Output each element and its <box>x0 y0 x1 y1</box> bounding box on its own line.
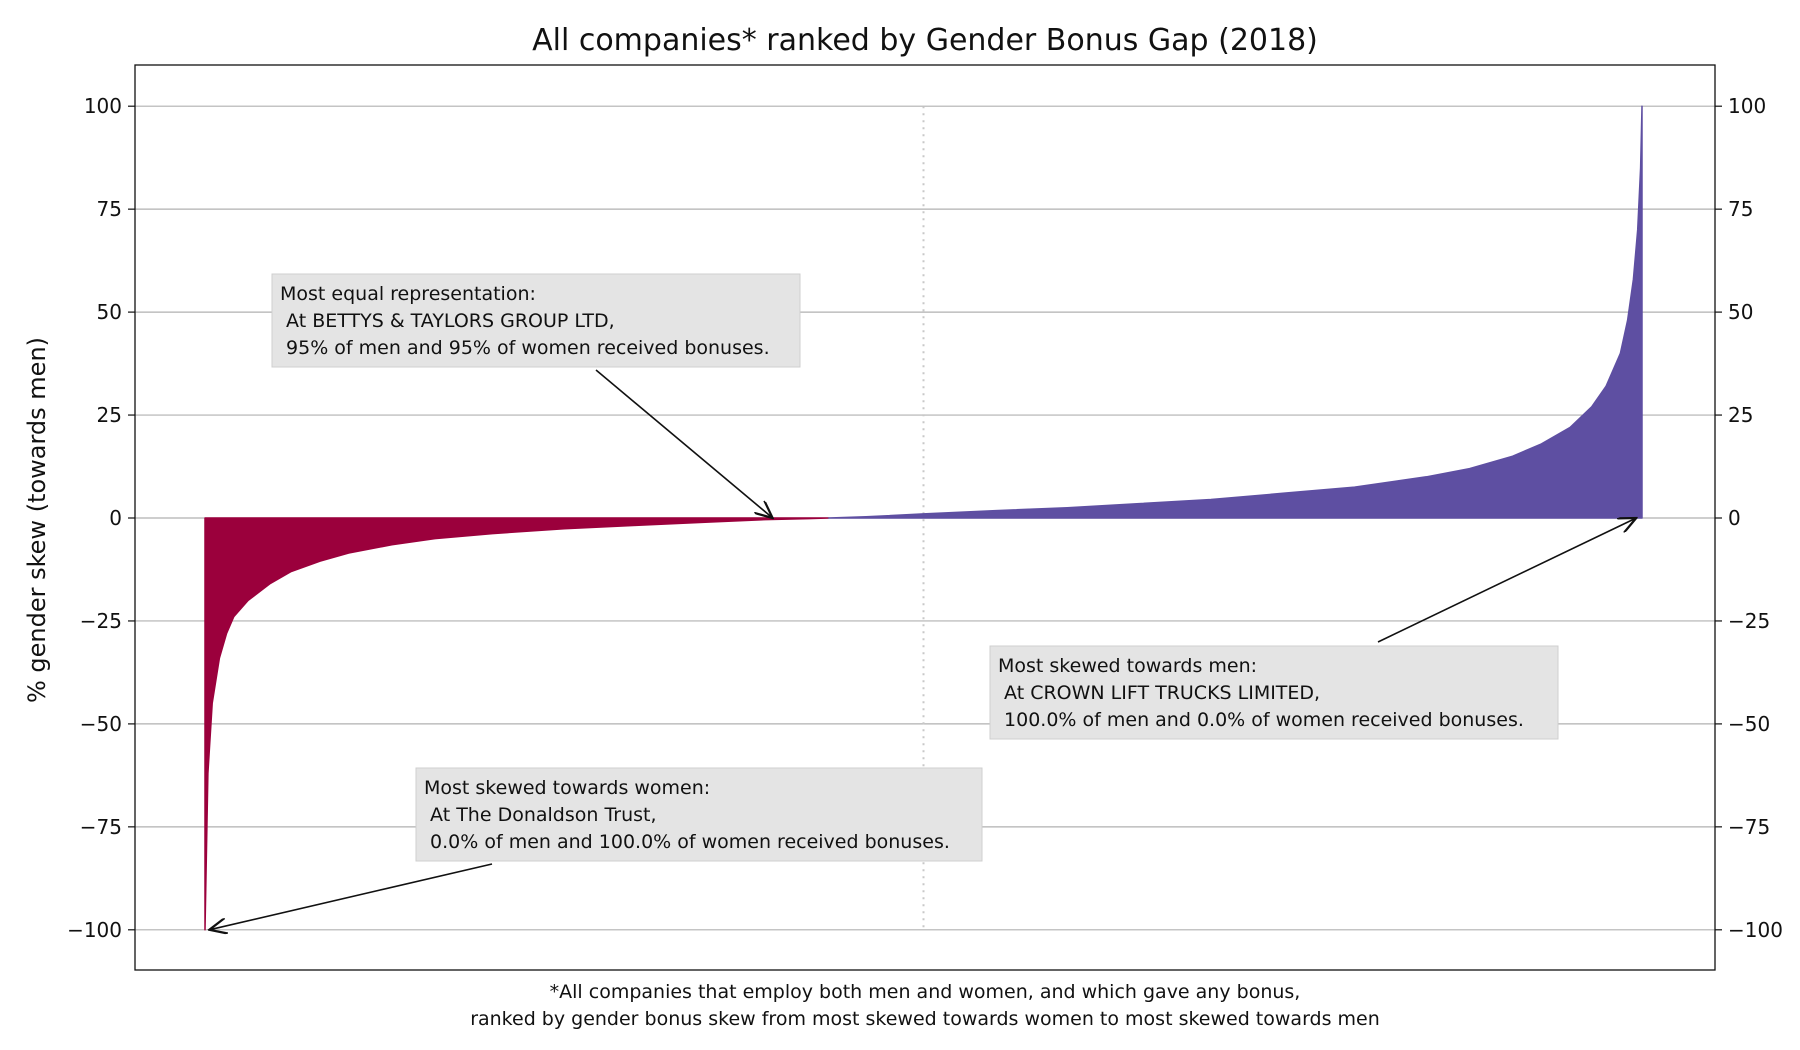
y-tick-label-left-5: −25 <box>80 609 122 633</box>
y-tick-label-left-8: −100 <box>67 918 122 942</box>
annotation-2-line-0: Most skewed towards women: <box>424 777 710 799</box>
y-axis-label: % gender skew (towards men) <box>23 337 51 703</box>
y-tick-label-left-4: 0 <box>109 506 122 530</box>
series-area-0 <box>204 517 830 931</box>
y-tick-label-right-5: −25 <box>1728 609 1770 633</box>
y-tick-label-right-3: 25 <box>1728 403 1753 427</box>
y-tick-label-left-0: 100 <box>84 94 122 118</box>
annotation-1-line-2: 100.0% of men and 0.0% of women received… <box>998 709 1524 731</box>
y-tick-label-right-8: −100 <box>1728 918 1783 942</box>
annotation-box-1 <box>989 645 1559 740</box>
y-tick-label-right-6: −50 <box>1728 712 1770 736</box>
chart-title: All companies* ranked by Gender Bonus Ga… <box>532 23 1318 58</box>
plot-area: 100 100 75 75 50 50 25 25 0 0 −25 −25 −50 −50 −75 −75 −1… <box>67 94 1783 942</box>
annotation-1-line-1: At CROWN LIFT TRUCKS LIMITED, <box>998 682 1320 704</box>
annotation-box-2 <box>415 767 983 862</box>
annotation-arrow-1 <box>1377 518 1636 643</box>
annotation-arrow-2 <box>209 863 493 930</box>
annotation-2-line-2: 0.0% of men and 100.0% of women received… <box>424 831 950 853</box>
y-tick-label-left-6: −50 <box>80 712 122 736</box>
y-tick-label-right-0: 100 <box>1728 94 1766 118</box>
annotation-2-line-1: At The Donaldson Trust, <box>424 804 657 826</box>
plot-frame <box>134 64 1716 971</box>
annotation-layer: Most equal representation: At BETTYS & T… <box>209 273 1636 930</box>
y-tick-label-left-2: 50 <box>97 300 122 324</box>
annotation-0-line-0: Most equal representation: <box>280 283 536 305</box>
annotation-arrow-0 <box>595 369 773 518</box>
annotation-1-line-0: Most skewed towards men: <box>998 655 1257 677</box>
y-tick-label-left-7: −75 <box>80 815 122 839</box>
y-tick-label-right-2: 50 <box>1728 300 1753 324</box>
y-tick-label-right-7: −75 <box>1728 815 1770 839</box>
annotation-0-line-1: At BETTYS & TAYLORS GROUP LTD, <box>280 310 615 332</box>
y-tick-label-right-4: 0 <box>1728 506 1741 530</box>
annotation-box-0 <box>271 273 801 368</box>
series-area-1 <box>827 105 1643 519</box>
footnote-line-1: *All companies that employ both men and … <box>550 981 1301 1003</box>
y-tick-label-left-3: 25 <box>97 403 122 427</box>
y-tick-label-left-1: 75 <box>97 197 122 221</box>
y-tick-label-right-1: 75 <box>1728 197 1753 221</box>
footnote-line-2: ranked by gender bonus skew from most sk… <box>470 1008 1380 1030</box>
annotation-0-line-2: 95% of men and 95% of women received bon… <box>280 337 770 359</box>
